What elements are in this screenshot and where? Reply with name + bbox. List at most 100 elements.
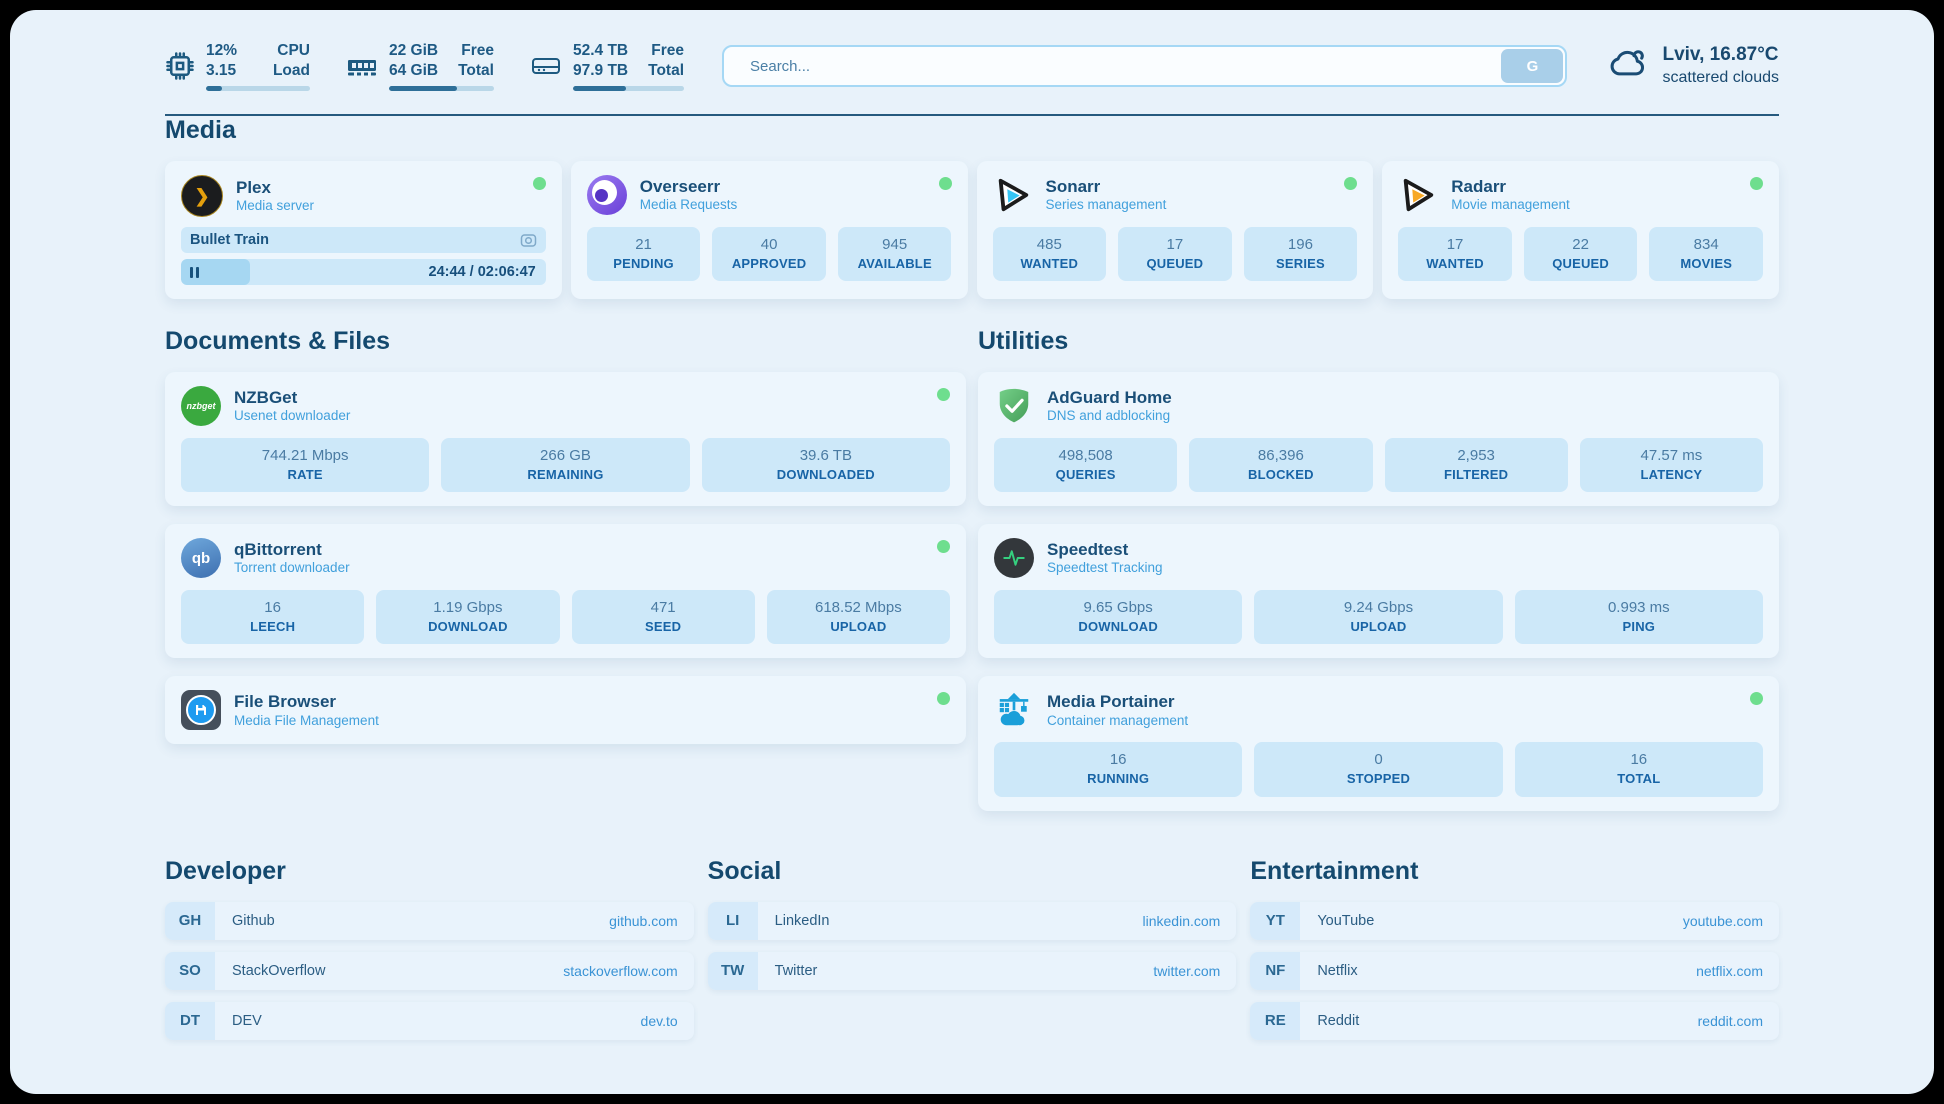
- app-title: Media Portainer: [1047, 692, 1175, 712]
- cpu-progress-bar: [206, 86, 310, 92]
- app-subtitle: Speedtest Tracking: [1047, 560, 1163, 576]
- section-title-media: Media: [165, 116, 236, 144]
- link-badge: YT: [1250, 901, 1301, 940]
- link-url: reddit.com: [1697, 1012, 1763, 1029]
- stat-tile: 618.52 Mbps UPLOAD: [766, 590, 950, 645]
- search-bar: G: [722, 45, 1568, 87]
- stat-tile: 485 WANTED: [992, 227, 1107, 282]
- disk-stat: 52.4 TB 97.9 TB Free Total: [530, 41, 684, 92]
- link-item-stackoverflow[interactable]: SO StackOverflow stackoverflow.com: [165, 951, 694, 990]
- link-item-twitter[interactable]: TW Twitter twitter.com: [707, 951, 1237, 990]
- app-subtitle: Container management: [1047, 712, 1189, 728]
- stat-tile: 39.6 TB DOWNLOADED: [701, 438, 950, 493]
- stat-tile: 834 MOVIES: [1649, 227, 1763, 282]
- status-dot: [937, 388, 950, 401]
- stat-tile: 471 SEED: [571, 590, 755, 645]
- radarr-icon: [1398, 175, 1438, 215]
- stat-tile: 17 QUEUED: [1118, 227, 1232, 282]
- status-dot: [532, 177, 546, 190]
- app-card-plex[interactable]: ❯ Plex Media server Bullet Train 24:44 /: [165, 161, 562, 299]
- now-playing-row: Bullet Train: [181, 227, 546, 253]
- link-label: Netflix: [1317, 962, 1358, 979]
- app-subtitle: Series management: [1045, 197, 1167, 213]
- link-label: LinkedIn: [774, 912, 830, 929]
- app-title: Radarr: [1451, 176, 1507, 196]
- pause-button[interactable]: [190, 266, 199, 278]
- disk-total-label: Total: [648, 62, 684, 79]
- app-card-nzbget[interactable]: nzbget NZBGet Usenet downloader 744.21 M…: [165, 372, 966, 507]
- link-url: dev.to: [640, 1012, 678, 1029]
- app-title: File Browser: [234, 692, 337, 712]
- disk-total-value: 97.9 TB: [572, 62, 629, 79]
- cpu-label: CPU: [277, 41, 310, 59]
- playback-progress-row: 24:44 / 02:06:47: [181, 259, 546, 285]
- link-item-reddit[interactable]: RE Reddit reddit.com: [1250, 1001, 1779, 1040]
- link-label: Reddit: [1317, 1012, 1360, 1029]
- disk-progress-bar: [572, 86, 684, 92]
- link-url: stackoverflow.com: [563, 962, 678, 979]
- app-subtitle: Movie management: [1451, 197, 1570, 213]
- stat-tile: 9.24 Gbps UPLOAD: [1254, 590, 1503, 645]
- sonarr-icon: [993, 175, 1033, 215]
- stat-tile: 16 TOTAL: [1514, 742, 1763, 797]
- playback-time: 24:44 / 02:06:47: [428, 264, 536, 280]
- weather-condition: scattered clouds: [1662, 68, 1779, 86]
- link-badge: LI: [707, 901, 758, 940]
- ram-free-label: Free: [461, 41, 494, 59]
- app-subtitle: Usenet downloader: [234, 408, 351, 424]
- section-title-social: Social: [707, 856, 782, 885]
- link-badge: SO: [165, 951, 215, 990]
- app-subtitle: Media File Management: [234, 712, 379, 728]
- app-subtitle: DNS and adblocking: [1047, 408, 1171, 424]
- disk-free-label: Free: [651, 41, 684, 59]
- ram-icon: [346, 50, 378, 82]
- section-title-utilities: Utilities: [978, 327, 1069, 355]
- link-badge: TW: [707, 951, 758, 990]
- cpu-load-value: 3.15: [206, 62, 237, 79]
- app-card-speedtest[interactable]: Speedtest Speedtest Tracking 9.65 Gbps DO…: [978, 524, 1779, 659]
- documents-column: Documents & Files nzbget NZBGet Usenet d…: [165, 327, 966, 811]
- plex-icon: ❯: [181, 175, 223, 217]
- link-url: linkedin.com: [1142, 912, 1221, 929]
- app-title: Speedtest: [1047, 540, 1129, 560]
- stat-tile: 945 AVAILABLE: [837, 227, 952, 282]
- stat-tile: 47.57 ms LATENCY: [1579, 438, 1763, 493]
- media-type-icon[interactable]: [520, 232, 537, 249]
- app-title: qBittorrent: [234, 540, 322, 560]
- link-label: Github: [232, 912, 275, 929]
- search-input[interactable]: [722, 45, 1568, 87]
- link-url: youtube.com: [1682, 912, 1763, 929]
- app-card-overseerr[interactable]: Overseerr Media Requests 21 PENDING 40 APP…: [570, 161, 968, 299]
- header-bar: 12% 3.15 CPU Load: [165, 40, 1779, 92]
- links-column-developer: Developer GH Github github.com SO StackO…: [165, 857, 694, 1040]
- app-card-radarr[interactable]: Radarr Movie management 17 WANTED 22 QUEUE…: [1382, 161, 1779, 299]
- stat-tile: 17 WANTED: [1398, 227, 1512, 282]
- app-title: Overseerr: [639, 176, 721, 196]
- stat-tile: 744.21 Mbps RATE: [181, 438, 430, 493]
- app-title: AdGuard Home: [1047, 387, 1172, 407]
- ram-free-value: 22 GiB: [389, 41, 439, 59]
- link-item-youtube[interactable]: YT YouTube youtube.com: [1250, 901, 1779, 940]
- app-card-adguard[interactable]: AdGuard Home DNS and adblocking 498,508 Q…: [978, 372, 1779, 507]
- speedtest-icon: [994, 538, 1034, 579]
- weather-location-temp: Lviv, 16.87°C: [1662, 44, 1779, 66]
- stat-tile: 21 PENDING: [586, 227, 701, 282]
- stat-tile: 9.65 Gbps DOWNLOAD: [994, 590, 1243, 645]
- app-card-portainer[interactable]: Media Portainer Container management 16 R…: [978, 676, 1779, 811]
- links-column-entertainment: Entertainment YT YouTube youtube.com NF …: [1250, 857, 1779, 1040]
- link-item-dev[interactable]: DT DEV dev.to: [165, 1001, 694, 1040]
- link-badge: NF: [1250, 951, 1301, 990]
- link-item-netflix[interactable]: NF Netflix netflix.com: [1250, 951, 1779, 990]
- stat-tile: 16 RUNNING: [994, 742, 1243, 797]
- status-dot: [1750, 692, 1763, 706]
- section-title-entertainment: Entertainment: [1250, 856, 1419, 885]
- app-card-sonarr[interactable]: Sonarr Series management 485 WANTED 17 QUE…: [976, 161, 1374, 299]
- link-item-github[interactable]: GH Github github.com: [165, 901, 694, 940]
- app-card-qbittorrent[interactable]: qb qBittorrent Torrent downloader 16 LEEC…: [165, 524, 966, 659]
- app-card-filebrowser[interactable]: File Browser Media File Management: [165, 676, 966, 745]
- search-engine-button[interactable]: G: [1501, 49, 1564, 83]
- link-item-linkedin[interactable]: LI LinkedIn linkedin.com: [707, 901, 1237, 940]
- nzbget-icon: nzbget: [181, 386, 221, 426]
- app-subtitle: Media server: [236, 198, 315, 214]
- status-dot: [937, 692, 950, 706]
